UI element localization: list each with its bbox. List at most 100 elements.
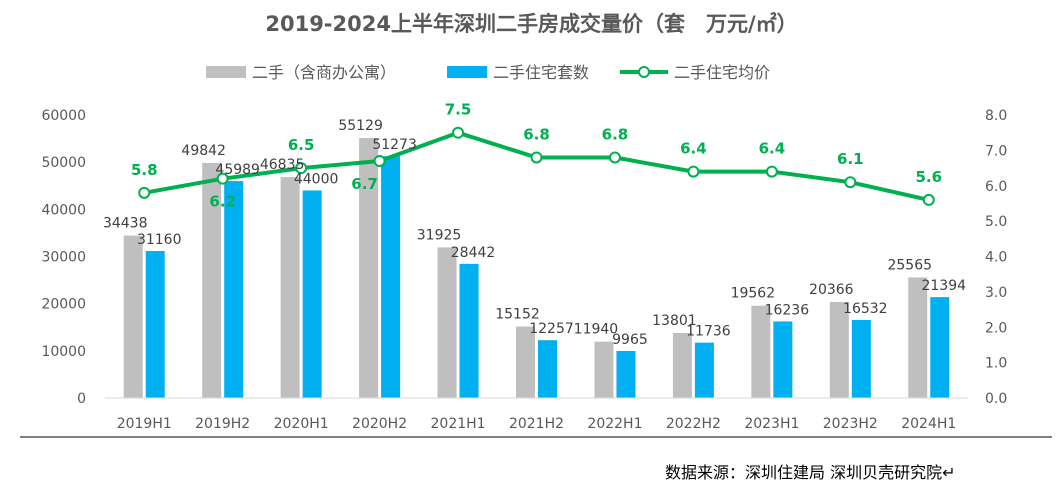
y-right-tick-label: 5.0 [985, 214, 1007, 230]
legend-marker [638, 66, 650, 78]
y-right-tick-label: 6.0 [985, 179, 1007, 195]
x-tick-label: 2021H2 [509, 416, 564, 432]
data-label-price: 6.1 [837, 150, 864, 168]
y-left-tick-label: 60000 [41, 108, 86, 124]
bar-residential [224, 181, 244, 398]
bar-residential [930, 297, 950, 398]
data-label-residential: 16236 [765, 302, 810, 318]
data-label-total: 13801 [652, 313, 697, 329]
y-right-tick-label: 0.0 [985, 391, 1007, 407]
price-point [922, 193, 935, 206]
x-tick-label: 2023H2 [823, 416, 878, 432]
data-label-residential: 31160 [137, 232, 182, 248]
y-right-tick-label: 2.0 [985, 320, 1007, 336]
x-tick-label: 2023H1 [744, 416, 799, 432]
x-tick-label: 2022H1 [587, 416, 642, 432]
data-label-residential: 51273 [372, 137, 417, 153]
data-label-total: 15152 [495, 307, 540, 323]
x-tick-label: 2024H1 [901, 416, 956, 432]
price-point [530, 151, 543, 164]
price-point [216, 172, 229, 185]
legend-label: 二手住宅均价 [674, 63, 770, 82]
data-label-total: 46835 [260, 157, 305, 173]
bar-total [202, 162, 222, 398]
data-label-total: 19562 [731, 286, 776, 302]
y-right-tick-label: 7.0 [985, 143, 1007, 159]
y-left-tick-label: 30000 [41, 250, 86, 266]
legend-label: 二手（含商办公寓） [252, 63, 396, 82]
legend-swatch [447, 66, 487, 78]
chart-title: 2019-2024上半年深圳二手房成交量价（套 万元/㎡） [265, 12, 798, 36]
x-axis: 2019H1 2019H2 2020H1 2020H2 2021H1 2021H2 2022… [117, 416, 957, 432]
bar-total [829, 301, 849, 398]
data-label-price: 5.6 [915, 168, 942, 186]
data-label-price: 6.8 [602, 125, 629, 143]
bar-total [123, 235, 143, 398]
data-label-price: 6.8 [523, 125, 550, 143]
data-label-price: 6.5 [288, 136, 315, 154]
x-tick-label: 2020H1 [274, 416, 329, 432]
y-left-tick-label: 20000 [41, 297, 86, 313]
bar-total [672, 332, 692, 398]
y-axis-left: 0 10000 20000 30000 40000 50000 60000 [41, 108, 86, 407]
data-label-price: 6.7 [351, 175, 378, 193]
chart-legend: 二手（含商办公寓） 二手住宅套数 二手住宅均价 [206, 63, 770, 82]
bar-residential [145, 251, 165, 398]
data-label-total: 55129 [338, 118, 383, 134]
legend-swatch [206, 66, 246, 78]
source-note: 数据来源：深圳住建局 深圳贝壳研究院↵ [665, 463, 956, 482]
data-label-residential: 16532 [843, 301, 888, 317]
bar-residential [851, 320, 871, 398]
bar-total [437, 247, 457, 398]
price-point [687, 165, 700, 178]
price-point [452, 126, 465, 139]
y-left-tick-label: 40000 [41, 202, 86, 218]
data-label-residential: 12257 [529, 321, 574, 337]
data-label-price: 7.5 [445, 101, 472, 119]
legend-label: 二手住宅套数 [493, 63, 589, 82]
data-label-residential: 44000 [294, 171, 339, 187]
x-tick-label: 2019H2 [195, 416, 250, 432]
x-tick-label: 2019H1 [117, 416, 172, 432]
data-label-total: 49842 [181, 143, 226, 159]
line-series-group [138, 126, 935, 206]
price-point [844, 176, 857, 189]
bar-total [908, 277, 928, 398]
data-label-price: 6.4 [759, 140, 786, 158]
bar-residential [538, 340, 557, 398]
data-label-total: 20366 [809, 282, 854, 298]
data-label-residential: 21394 [921, 278, 966, 294]
y-axis-right: 0.0 1.0 2.0 3.0 4.0 5.0 6.0 7.0 8.0 [985, 108, 1007, 407]
bar-series-group [123, 137, 950, 398]
data-label-residential: 45989 [215, 162, 260, 178]
price-point [373, 154, 386, 167]
y-right-tick-label: 4.0 [985, 250, 1007, 266]
bar-total [516, 326, 535, 398]
data-label-price: 6.2 [209, 193, 236, 211]
data-label-total: 31925 [417, 227, 462, 243]
bar-residential [616, 350, 636, 398]
data-label-total: 11940 [574, 322, 619, 338]
bar-total [751, 305, 771, 398]
bar-total [594, 341, 614, 398]
bar-residential [381, 156, 401, 398]
bar-residential [773, 321, 793, 398]
bar-residential [459, 263, 479, 398]
x-tick-label: 2020H2 [352, 416, 407, 432]
bar-residential [694, 342, 714, 398]
y-left-tick-label: 10000 [41, 344, 86, 360]
price-point [608, 151, 621, 164]
y-right-tick-label: 8.0 [985, 108, 1007, 124]
data-label-residential: 11736 [686, 324, 731, 340]
bar-total [280, 177, 300, 398]
data-label-residential: 9965 [612, 332, 648, 348]
x-tick-label: 2021H1 [431, 416, 486, 432]
y-right-tick-label: 3.0 [985, 285, 1007, 301]
data-label-total: 34438 [103, 216, 148, 232]
x-tick-label: 2022H2 [666, 416, 721, 432]
bar-residential [302, 190, 322, 398]
data-label-residential: 28442 [451, 245, 496, 261]
data-label-total: 25565 [887, 257, 932, 273]
